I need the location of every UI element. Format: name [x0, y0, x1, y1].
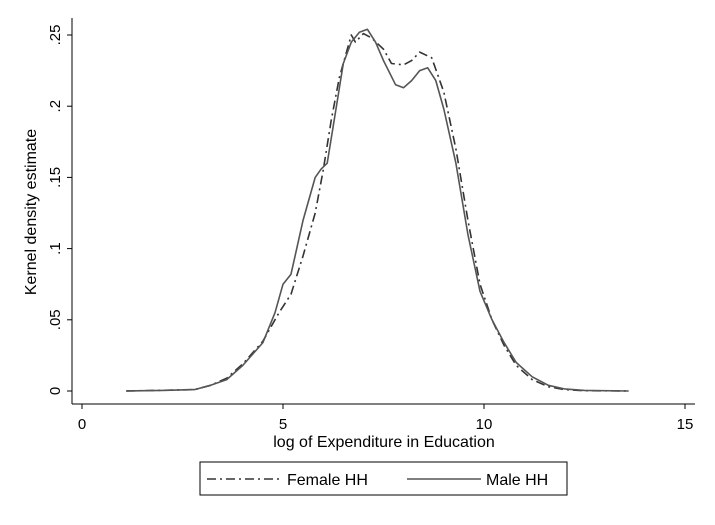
axes: 0 .05 .1 .15 .2 .25 0 5 10 15	[47, 18, 695, 433]
y-axis-label: Kernel density estimate	[23, 129, 40, 295]
y-tick-label: .15	[47, 167, 64, 188]
series-line-male-hh	[126, 28, 629, 392]
y-tick-label: .1	[47, 242, 64, 255]
series-layer	[126, 28, 629, 392]
y-tick-label: .05	[47, 309, 64, 330]
y-tick-label: .2	[47, 100, 64, 113]
legend: Female HH Male HH	[199, 461, 568, 496]
x-tick-label: 5	[279, 416, 287, 433]
legend-box	[199, 461, 568, 496]
x-tick-label: 0	[78, 416, 86, 433]
x-axis-label: log of Expenditure in Education	[273, 434, 494, 451]
legend-label-male-hh: Male HH	[486, 472, 548, 489]
legend-label-female-hh: Female HH	[287, 472, 368, 489]
x-tick-label: 15	[677, 416, 694, 433]
series-line-female-hh	[126, 32, 629, 392]
y-tick-label: .25	[47, 25, 64, 46]
x-tick-label: 10	[476, 416, 493, 433]
y-tick-label: 0	[47, 387, 64, 395]
